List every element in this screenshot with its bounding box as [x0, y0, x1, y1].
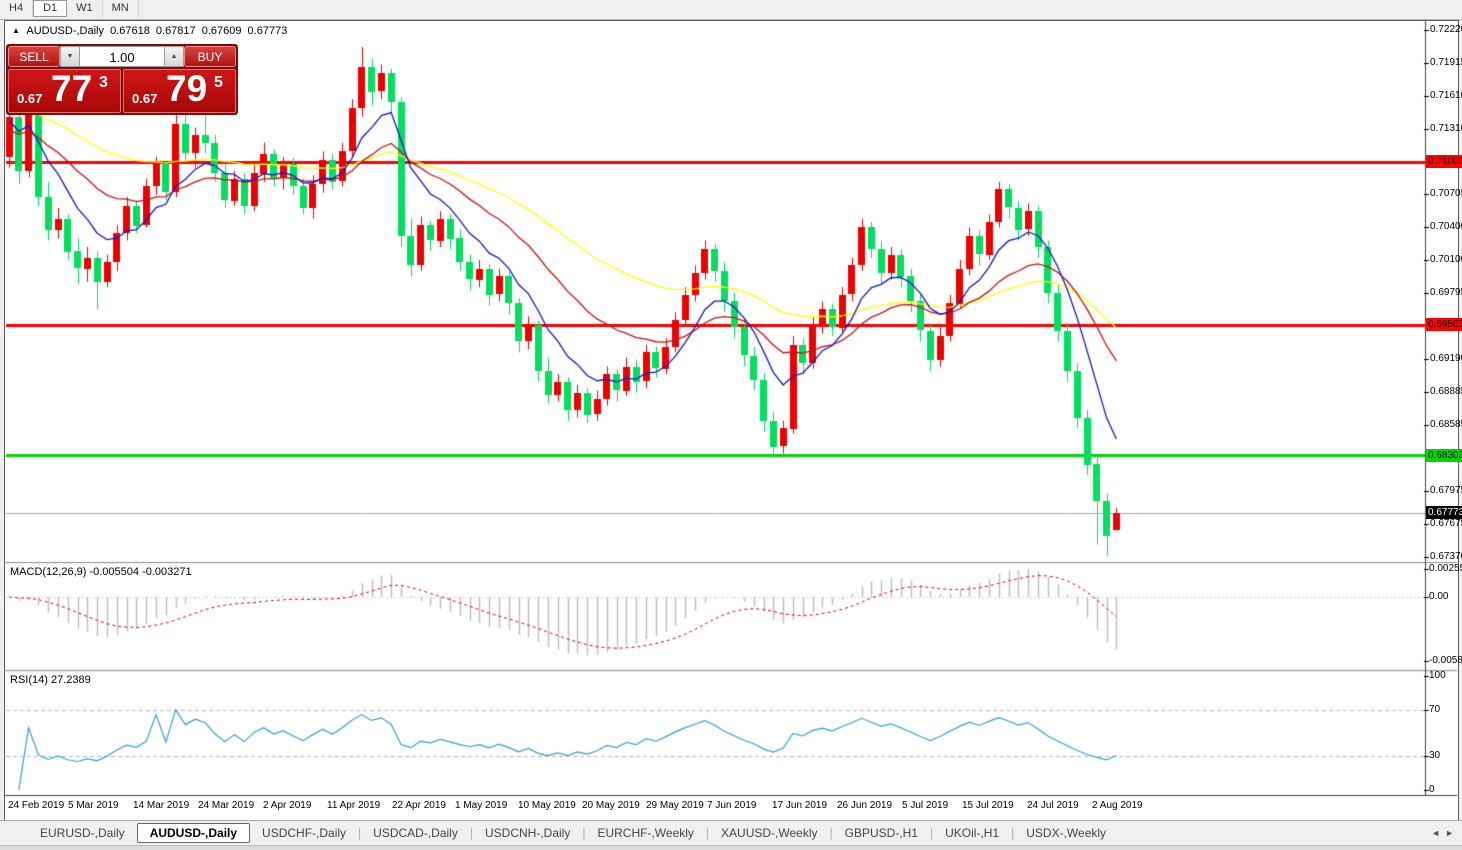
price-tag-current: 0.67773: [1426, 506, 1462, 520]
macd-axis-label: 0.002553: [1429, 563, 1462, 575]
price-axis-label: 0.68585: [1430, 418, 1462, 430]
date-axis-label: 20 May 2019: [582, 800, 640, 811]
date-axis-label: 14 Mar 2019: [133, 800, 190, 811]
rsi-axis-label: 70: [1429, 704, 1441, 716]
date-axis-label: 17 Jun 2019: [772, 800, 828, 811]
date-axis-label: 22 Apr 2019: [392, 800, 446, 811]
buy-price-big-digits: 79: [166, 69, 208, 109]
tabs-scroll-right-icon[interactable]: ►: [1445, 828, 1454, 838]
date-axis-label: 5 Jul 2019: [902, 800, 949, 811]
date-axis-label: 1 May 2019: [455, 800, 508, 811]
date-axis-label: 29 May 2019: [646, 800, 704, 811]
macd-indicator-label: MACD(12,26,9) -0.005504 -0.003271: [10, 566, 192, 578]
chart-tab-xauusd-weekly[interactable]: XAUUSD-,Weekly: [721, 826, 818, 840]
sell-button[interactable]: SELL: [8, 46, 60, 67]
buy-button[interactable]: BUY: [184, 46, 236, 67]
price-axis-label: 0.70705: [1430, 188, 1462, 200]
ohlc-low: 0.67609: [201, 25, 242, 37]
chart-tab-gbpusd-h1[interactable]: GBPUSD-,H1: [844, 826, 918, 840]
chart-tab-audusd-daily[interactable]: AUDUSD-,Daily: [136, 823, 251, 843]
volume-decrease-button[interactable]: ▼: [60, 46, 80, 67]
chart-tabs: EURUSD-,Daily AUDUSD-,Daily USDCHF-,Daily |…: [28, 823, 1118, 843]
chart-tab-eurchf-weekly[interactable]: EURCHF-,Weekly: [597, 826, 694, 840]
tabs-scroll-left-icon[interactable]: ◄: [1431, 828, 1440, 838]
chart-tab-ukoil-h1[interactable]: UKOil-,H1: [945, 826, 1000, 840]
buy-price-pip-digit: 5: [214, 74, 223, 91]
chart-tab-usdcnh-daily[interactable]: USDCNH-,Daily: [484, 826, 571, 840]
price-axis-label: 0.67975: [1430, 484, 1462, 496]
one-click-trade-widget: SELL ▼ 1.00 ▲ BUY 0.67 77 3 0.67 79 5: [6, 44, 238, 115]
timeframe-button-h4[interactable]: H4: [0, 0, 34, 17]
rsi-axis-label: 30: [1429, 749, 1441, 761]
ohlc-open: 0.67618: [110, 25, 150, 37]
price-axis-label: 0.69795: [1430, 287, 1462, 299]
triangle-down-icon: ▼: [66, 53, 74, 60]
sell-price-prefix: 0.67: [17, 91, 43, 106]
chart-tab-bar: EURUSD-,Daily AUDUSD-,Daily USDCHF-,Daily |…: [0, 820, 1462, 850]
date-axis-label: 24 Jul 2019: [1027, 800, 1079, 811]
chart-symbol-period: AUDUSD-,Daily: [26, 25, 104, 37]
price-tag-level-1: 0.71005: [1426, 155, 1462, 169]
date-axis-label: 2 Apr 2019: [263, 800, 312, 811]
macd-axis-label: 0.00: [1429, 591, 1449, 602]
date-axis-label: 2 Aug 2019: [1092, 800, 1143, 811]
chart-tab-eurusd-daily[interactable]: EURUSD-,Daily: [40, 826, 125, 840]
chart-tab-usdchf-daily[interactable]: USDCHF-,Daily: [262, 826, 347, 840]
date-axis-label: 5 Mar 2019: [68, 800, 119, 811]
timeframe-toolbar: H4 D1 W1 MN: [0, 0, 1462, 20]
triangle-up-icon: ▲: [170, 53, 178, 60]
volume-input[interactable]: 1.00: [80, 46, 164, 67]
price-axis-label: 0.71915: [1430, 56, 1462, 68]
ohlc-close: 0.67773: [247, 25, 288, 37]
date-axis-label: 11 Apr 2019: [327, 800, 381, 811]
chart-window: [4, 20, 1459, 821]
sell-price-display[interactable]: 0.67 77 3: [8, 69, 121, 113]
rsi-axis-label: 0: [1429, 784, 1435, 795]
buy-price-prefix: 0.67: [132, 91, 158, 106]
macd-axis-label: -0.005888: [1429, 655, 1462, 667]
timeframe-button-mn[interactable]: MN: [103, 0, 139, 17]
rsi-indicator-label: RSI(14) 27.2389: [10, 674, 91, 686]
date-axis-label: 26 Jun 2019: [837, 800, 893, 811]
chart-tab-usdx-weekly[interactable]: USDX-,Weekly: [1026, 826, 1107, 840]
chart-tab-usdcad-daily[interactable]: USDCAD-,Daily: [373, 826, 458, 840]
sell-price-pip-digit: 3: [99, 74, 108, 91]
rsi-axis-label: 100: [1429, 670, 1446, 681]
timeframe-button-d1[interactable]: D1: [33, 0, 68, 17]
date-axis-label: 10 May 2019: [518, 800, 576, 811]
buy-price-display[interactable]: 0.67 79 5: [123, 69, 236, 113]
price-axis-label: 0.68885: [1430, 386, 1462, 398]
date-axis-label: 24 Feb 2019: [8, 800, 65, 811]
sell-price-big-digits: 77: [51, 69, 93, 109]
date-axis-label: 15 Jul 2019: [962, 800, 1014, 811]
price-tag-level-2: 0.69503: [1426, 318, 1462, 332]
symbol-marker-icon: ▲: [12, 26, 20, 35]
volume-increase-button[interactable]: ▲: [164, 46, 184, 67]
chart-title: ▲ AUDUSD-,Daily 0.67618 0.67817 0.67609 …: [12, 25, 290, 37]
timeframe-button-w1[interactable]: W1: [67, 0, 103, 17]
date-axis-label: 24 Mar 2019: [198, 800, 255, 811]
date-axis-label: 7 Jun 2019: [707, 800, 757, 811]
ohlc-high: 0.67817: [155, 25, 196, 37]
price-tag-level-3: 0.68303: [1426, 448, 1462, 462]
